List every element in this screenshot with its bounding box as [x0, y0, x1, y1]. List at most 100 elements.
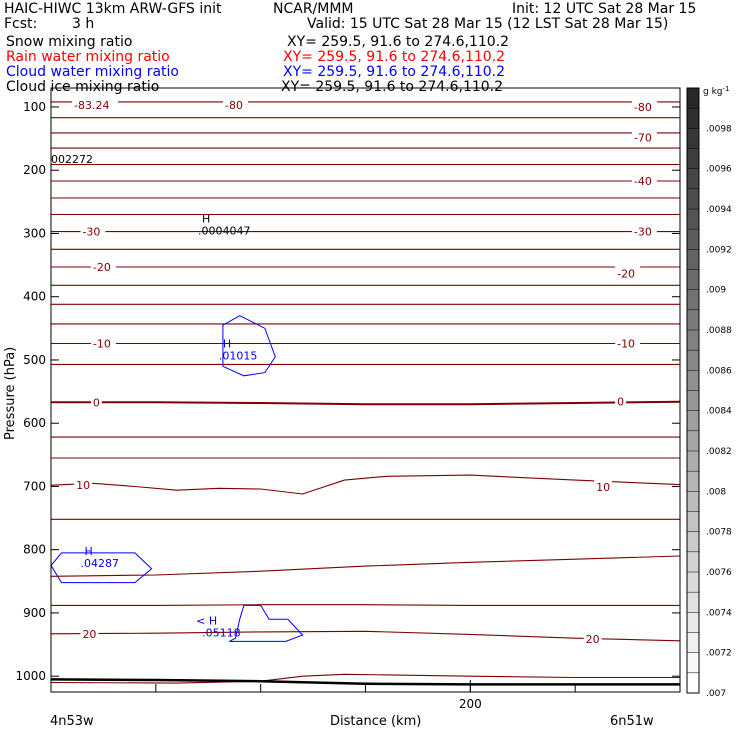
colorbar-label: .009 [706, 286, 726, 296]
extremum-marker: < H [196, 615, 217, 628]
colorbar-swatch [687, 592, 699, 613]
y-axis-label: Pressure (hPa) [3, 347, 18, 440]
extremum-value: .01015 [219, 350, 258, 363]
colorbar-label: .0092 [706, 245, 732, 255]
extremum-marker: H [202, 212, 210, 225]
colorbar-swatch [687, 88, 699, 109]
model-title: HAIC-HIWC 13km ARW-GFS init [4, 1, 222, 17]
y-tick-label: 600 [23, 416, 46, 430]
y-tick-label: 800 [23, 543, 46, 557]
colorbar-swatch [687, 572, 699, 593]
colorbar-swatch [687, 451, 699, 472]
colorbar-swatch [687, 370, 699, 391]
colorbar-swatch [687, 551, 699, 573]
colorbar-label: .0084 [706, 407, 732, 417]
colorbar-swatch [687, 511, 699, 533]
isotherm-label: -80 [634, 101, 652, 114]
isotherm-label: 20 [586, 633, 600, 646]
colorbar-label: .0078 [706, 528, 732, 538]
extremum-value: .05118 [202, 627, 241, 640]
y-tick-label: 500 [23, 353, 46, 367]
temperature-isotherm [51, 400, 680, 406]
colorbar-swatch [687, 289, 699, 311]
isotherm-label: 0 [93, 396, 100, 409]
isotherm-label-bg [631, 224, 657, 238]
isotherm-label-bg [615, 336, 641, 350]
plot-frame [50, 87, 681, 693]
isotherm-label: -10 [617, 338, 635, 351]
x-tick-label: 200 [459, 697, 482, 711]
isotherm-label: 0 [617, 396, 624, 409]
colorbar-swatch [687, 269, 699, 291]
cloud-water-contour [222, 315, 276, 377]
colorbar-label: .0094 [706, 205, 732, 215]
colorbar-swatch [687, 148, 699, 170]
colorbar-swatch [687, 350, 699, 371]
isotherm-label-bg [631, 130, 657, 144]
temperature-isotherm [51, 555, 680, 577]
field-rain-name: Rain water mixing ratio [6, 49, 170, 65]
organization: NCAR/MMM [273, 1, 354, 17]
extremum-value: .04287 [81, 557, 120, 570]
extremum-value: .0004047 [198, 224, 251, 237]
ground-line [51, 678, 680, 686]
colorbar-swatch [687, 410, 699, 432]
y-tick-label: 300 [23, 226, 46, 240]
valid-time: Valid: 15 UTC Sat 28 Mar 15 (12 LST Sat … [307, 16, 669, 32]
forecast-label: Fcst: [4, 16, 38, 32]
colorbar-swatch [687, 188, 699, 210]
isotherm-label: 10 [76, 479, 90, 492]
y-tick-label: 1000 [15, 669, 46, 683]
colorbar-swatch [687, 612, 699, 633]
isotherm-label: -70 [634, 131, 652, 144]
colorbar-swatch [687, 390, 699, 412]
colorbar-swatch [687, 471, 699, 492]
field-cloud-ice-name: Cloud ice mixing ratio [6, 79, 160, 95]
colorbar-label: .0082 [706, 447, 732, 457]
isotherm-label: -83.24 [74, 99, 109, 112]
colorbar-swatch [687, 168, 699, 190]
isotherm-label-bg [80, 224, 106, 238]
colorbar-border [686, 87, 700, 694]
isotherm-label-bg [90, 395, 102, 409]
colorbar-label: .0072 [706, 649, 732, 659]
colorbar-swatch [687, 128, 699, 149]
colorbar-label: .0076 [706, 568, 732, 578]
colorbar-swatch [687, 229, 699, 250]
field-rain-xy: XY= 259.5, 91.6 to 274.6,110.2 [283, 49, 506, 65]
isotherm-label-bg [583, 631, 602, 645]
isotherm-label-bg [90, 336, 116, 350]
temperature-isotherm [51, 604, 680, 606]
temperature-isotherm [51, 673, 680, 684]
field-cloud-water-name: Cloud water mixing ratio [6, 64, 179, 80]
edge-value-label: 002272 [51, 153, 93, 166]
forecast-hour: 3 h [72, 16, 95, 32]
plot-border [50, 87, 681, 693]
y-tick-label: 900 [23, 606, 46, 620]
isotherm-label: 20 [82, 628, 96, 641]
isotherm-label-bg [80, 626, 99, 640]
isotherm-label-bg [90, 259, 116, 273]
isotherm-label-bg [74, 478, 93, 492]
field-snow-name: Snow mixing ratio [6, 34, 133, 50]
isotherm-label: -10 [93, 338, 111, 351]
isotherm-label-bg [631, 173, 657, 187]
label-layer: -83.24 -80 -80 -70 -40 -30 -30 -20 -20 -10 -10 0 0 10… [51, 98, 657, 646]
isotherm-label: -30 [634, 226, 652, 239]
colorbar-label: .0096 [706, 165, 732, 175]
isotherm-label-bg [631, 99, 657, 113]
y-tick-label: 700 [23, 479, 46, 493]
cloud-water-contour [51, 552, 153, 584]
isotherm-label: -80 [225, 99, 243, 112]
colorbar-label: .0098 [706, 124, 732, 134]
colorbar-swatch [687, 249, 699, 270]
field-cloud-water-xy: XY= 259.5, 91.6 to 274.6,110.2 [283, 64, 506, 80]
isotherm-label: -20 [617, 267, 635, 280]
colorbar-swatch [687, 531, 699, 553]
field-cloud-ice-xy: XY= 259.5, 91.6 to 274.6,110.2 [281, 79, 504, 95]
isotherm-label: 10 [596, 481, 610, 494]
colorbar-label: .0088 [706, 326, 732, 336]
isotherm-label: -40 [634, 175, 652, 188]
